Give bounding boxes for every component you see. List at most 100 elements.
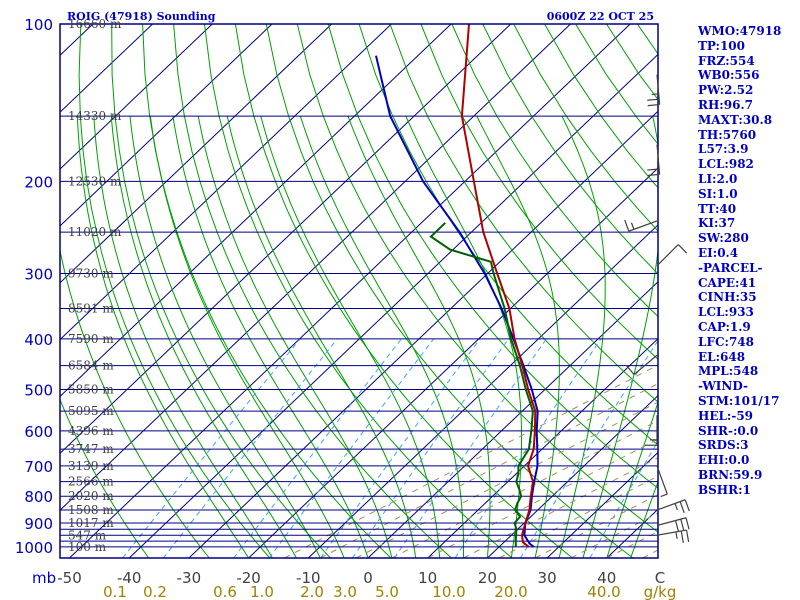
mixing-ratio-label: 10.0 [432, 583, 465, 600]
dry-adiabat [173, 24, 452, 558]
wind-barb-feather [647, 168, 660, 171]
temperature-tick-label: -10 [296, 569, 321, 587]
height-label: 9730 m [68, 266, 114, 280]
index-row: WMO:47918 [698, 24, 782, 38]
wind-barb [656, 244, 688, 267]
height-label: 6584 m [68, 359, 114, 373]
mixing-ratio-label: 1.0 [250, 583, 274, 600]
index-row: EI:0.4 [698, 245, 739, 260]
temperature-tick-label: 0 [363, 569, 373, 587]
pressure-tick-label: 300 [24, 265, 53, 283]
mixing-ratio-label: 0.2 [143, 583, 167, 600]
index-row: LFC:748 [698, 334, 754, 349]
isotherm-line [546, 451, 658, 558]
wind-barb-staff [656, 244, 679, 267]
wind-barb-feather [624, 219, 630, 232]
axis-labels: 16660 m 14330 m 12530 m 11020 m 9730 m 8591 m… [15, 16, 677, 600]
index-row: MAXT:30.8 [698, 112, 773, 127]
temperature-tick-label: -20 [236, 569, 261, 587]
isotherm-line [60, 24, 273, 227]
height-label: 4396 m [68, 424, 114, 438]
dry-adiabat [296, 24, 658, 533]
wind-barb-staff [656, 499, 686, 511]
pressure-tick-label: 200 [24, 173, 53, 191]
wind-barb [656, 529, 690, 543]
isotherm-line [60, 24, 452, 398]
dry-adiabat [451, 24, 658, 318]
wind-barb-feather [679, 501, 685, 514]
isotherm-line [60, 24, 392, 341]
temperature-tick-label: 20 [478, 569, 497, 587]
isotherm-line [367, 281, 658, 558]
index-row: L57:3.9 [698, 142, 749, 157]
height-label: 14330 m [68, 109, 122, 123]
wind-barb [656, 465, 668, 498]
index-row: STM:101/17 [698, 393, 780, 408]
isotherm-line [188, 110, 658, 558]
isotherm-line [60, 24, 512, 455]
height-label: 3747 m [68, 442, 114, 456]
wind-barb-feather [685, 529, 690, 542]
temperature-tick-label: -30 [177, 569, 202, 587]
dry-adiabat [327, 24, 658, 489]
height-label: 5095 m [68, 404, 114, 418]
height-label: 8591 m [68, 302, 114, 316]
mixing-ratio-unit-label: g/kg [644, 583, 677, 600]
wind-barb-feather [685, 517, 690, 530]
height-label: 16660 m [68, 17, 122, 31]
index-row: LI:2.0 [698, 171, 738, 186]
sounding-time: 0600Z 22 OCT 25 [547, 10, 654, 23]
temperature-tick-label: 30 [538, 569, 557, 587]
pressure-unit-label: mb [32, 569, 56, 587]
wind-barb-feather [674, 503, 679, 511]
temperature-tick-label: 10 [418, 569, 437, 587]
wind-barb [647, 74, 661, 107]
height-label: 100 m [68, 540, 107, 554]
index-row: CAPE:41 [698, 275, 757, 290]
pressure-tick-label: 500 [24, 382, 53, 400]
wind-barb-feather [647, 103, 660, 107]
wind-barb [656, 517, 690, 533]
wind-barb-feather [684, 499, 690, 512]
wind-barb-staff [656, 529, 687, 536]
wind-barb-staff [628, 220, 658, 232]
dry-adiabat [234, 24, 573, 558]
temperature-tick-label: 40 [597, 569, 616, 587]
dry-adiabat [204, 24, 513, 558]
index-row: TP:100 [698, 38, 746, 53]
height-label: 3139 m [68, 459, 114, 473]
wind-barb [647, 144, 661, 177]
isotherm-line [69, 24, 631, 558]
wind-barb [625, 354, 658, 375]
dry-adiabat [78, 24, 271, 558]
index-row: FRZ:554 [698, 53, 755, 68]
index-row: -PARCEL- [698, 260, 763, 275]
index-row: SI:1.0 [698, 186, 738, 201]
temperature-tick-label: -50 [57, 569, 82, 587]
index-row: BSHR:1 [698, 482, 751, 497]
height-label: 11020 m [68, 225, 122, 239]
height-label: 5850 m [68, 383, 114, 397]
index-row: LCL:933 [698, 305, 754, 320]
index-row: SW:280 [698, 231, 749, 246]
pressure-tick-label: 900 [24, 515, 53, 533]
dry-adiabat [389, 24, 658, 403]
wind-barb-feather [660, 493, 668, 498]
wind-barb-feather [677, 244, 688, 254]
wind-barb-feather [680, 518, 685, 531]
plot-frame [59, 23, 659, 559]
pressure-tick-label: 800 [24, 488, 53, 506]
index-row: TT:40 [698, 201, 737, 216]
index-row: SRDS:3 [698, 438, 749, 453]
dewpoint-profile [429, 222, 534, 547]
wind-barb-feather [651, 93, 659, 96]
isotherm-line [128, 53, 658, 558]
mixing-ratio-label: 40.0 [587, 583, 620, 600]
wind-barb [624, 219, 658, 232]
height-label: 547 m [68, 528, 107, 542]
index-row: WB0:556 [698, 68, 760, 83]
isotherm-line [248, 167, 658, 558]
mixing-ratio-label: 0.1 [103, 583, 127, 600]
temperature-profile [460, 24, 537, 548]
index-row: BRN:59.9 [698, 467, 763, 482]
